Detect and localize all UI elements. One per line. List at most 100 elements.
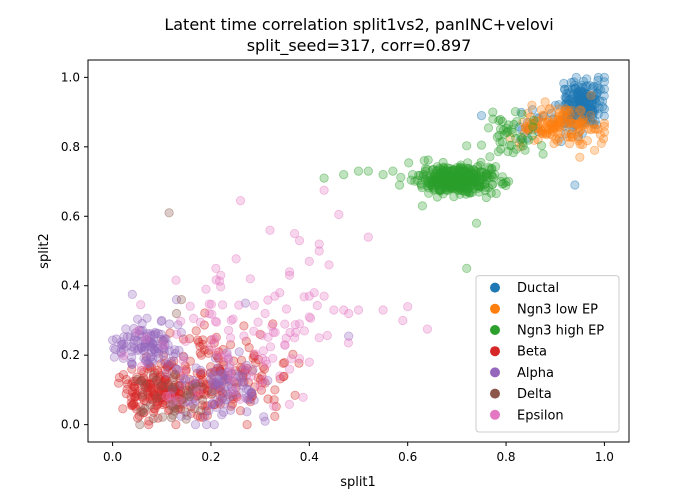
data-point xyxy=(591,98,602,109)
data-point xyxy=(564,106,575,117)
legend-marker xyxy=(490,367,500,378)
data-point xyxy=(533,126,543,137)
data-point xyxy=(576,105,586,115)
data-point xyxy=(455,174,465,184)
data-point xyxy=(438,157,448,168)
data-point xyxy=(420,166,430,176)
data-point xyxy=(459,174,469,184)
data-point xyxy=(573,123,583,133)
data-point xyxy=(353,166,364,176)
data-point xyxy=(483,183,494,193)
points-layer xyxy=(108,72,610,430)
data-point xyxy=(137,361,147,371)
data-point xyxy=(450,174,460,184)
data-point xyxy=(486,170,497,180)
data-point xyxy=(439,165,449,176)
data-point xyxy=(432,165,442,175)
data-point xyxy=(574,127,584,137)
data-point xyxy=(488,173,499,183)
data-point xyxy=(527,125,538,135)
data-point xyxy=(520,145,530,155)
data-point xyxy=(423,155,433,165)
data-point xyxy=(445,182,456,192)
data-point xyxy=(158,340,168,351)
data-point xyxy=(545,129,555,139)
data-point xyxy=(517,125,527,135)
data-point xyxy=(579,98,590,108)
data-point xyxy=(459,176,469,186)
data-point xyxy=(583,100,593,110)
legend-label: Beta xyxy=(517,345,547,360)
x-tick-label: 0.2 xyxy=(201,450,220,464)
data-point xyxy=(543,115,554,125)
data-point xyxy=(481,170,491,180)
data-point xyxy=(516,135,526,145)
data-point xyxy=(464,175,474,185)
data-point xyxy=(442,163,453,173)
data-point xyxy=(482,169,492,180)
data-point xyxy=(443,174,453,184)
data-point xyxy=(284,399,294,409)
data-point xyxy=(517,109,527,119)
data-point xyxy=(537,126,548,137)
data-point xyxy=(564,99,574,109)
data-point xyxy=(467,176,477,186)
data-point xyxy=(588,105,598,115)
data-point xyxy=(438,173,448,183)
data-point xyxy=(573,82,583,92)
data-point xyxy=(434,176,444,186)
data-point xyxy=(445,177,455,187)
data-point xyxy=(280,319,290,329)
data-point xyxy=(450,181,461,191)
data-point xyxy=(446,177,456,187)
data-point xyxy=(582,103,592,113)
data-point xyxy=(241,363,251,373)
data-point xyxy=(158,412,168,422)
data-point xyxy=(449,165,459,175)
data-point xyxy=(565,108,575,118)
data-point xyxy=(474,187,484,197)
data-point xyxy=(433,179,444,189)
data-point xyxy=(577,96,587,106)
data-point xyxy=(443,176,453,186)
data-point xyxy=(588,107,598,118)
data-point xyxy=(561,99,571,109)
data-point xyxy=(595,85,606,95)
data-point xyxy=(269,401,279,411)
data-point xyxy=(457,166,467,177)
data-point xyxy=(579,109,589,120)
data-point xyxy=(185,301,195,311)
data-point xyxy=(474,175,485,185)
data-point xyxy=(436,164,446,174)
data-point xyxy=(472,162,483,172)
data-point xyxy=(577,128,588,138)
data-point xyxy=(467,172,477,182)
data-point xyxy=(585,81,595,91)
data-point xyxy=(448,176,458,186)
data-point xyxy=(559,84,570,94)
data-point xyxy=(573,131,584,142)
data-point xyxy=(228,385,238,396)
data-point xyxy=(135,419,145,430)
data-point xyxy=(571,95,581,105)
data-point xyxy=(568,118,578,128)
data-point xyxy=(566,103,576,113)
data-point xyxy=(538,110,548,120)
data-point xyxy=(579,103,590,113)
data-point xyxy=(436,168,446,178)
data-point xyxy=(580,105,591,116)
data-point xyxy=(572,92,583,103)
data-point xyxy=(585,110,596,120)
data-point xyxy=(589,107,599,117)
data-point xyxy=(458,182,469,192)
data-point xyxy=(599,77,610,87)
data-point xyxy=(579,97,589,107)
data-point xyxy=(480,179,490,189)
data-point xyxy=(152,393,162,403)
legend-label: Ngn3 high EP xyxy=(517,324,604,339)
data-point xyxy=(448,179,458,190)
data-point xyxy=(441,174,451,184)
data-point xyxy=(598,102,608,112)
data-point xyxy=(559,113,569,123)
data-point xyxy=(487,180,497,190)
